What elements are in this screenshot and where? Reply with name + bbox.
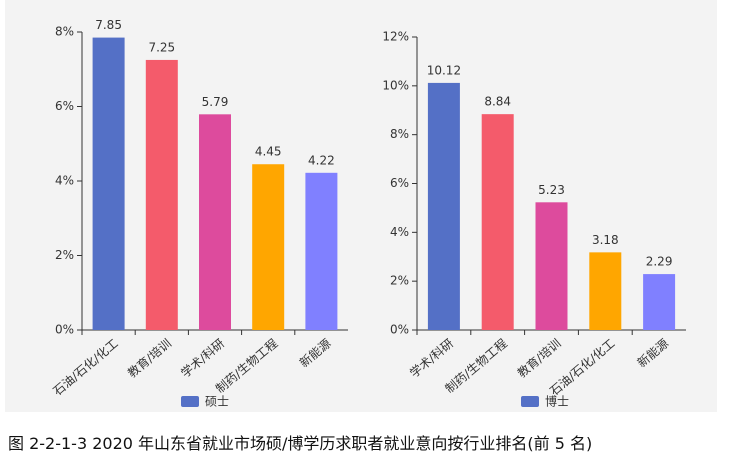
value-label: 5.23 bbox=[538, 183, 565, 197]
value-label: 10.12 bbox=[427, 63, 461, 77]
bar bbox=[145, 59, 178, 330]
bar bbox=[589, 252, 622, 330]
y-tick-label: 0% bbox=[390, 323, 409, 337]
y-tick-label: 2% bbox=[390, 274, 409, 288]
bar bbox=[481, 114, 514, 330]
value-label: 7.85 bbox=[95, 18, 122, 32]
value-label: 5.79 bbox=[202, 95, 229, 109]
legend-label: 硕士 bbox=[205, 395, 229, 409]
legend-swatch bbox=[181, 396, 199, 407]
y-tick-label: 6% bbox=[390, 176, 409, 190]
value-label: 7.25 bbox=[148, 40, 175, 54]
bar bbox=[535, 202, 568, 330]
y-tick-label: 12% bbox=[382, 30, 409, 44]
y-tick-label: 0% bbox=[55, 323, 74, 337]
chart: 0%2%4%6%8% 7.85石油/石化/化工7.25教育/培训5.79学术/科研… bbox=[5, 0, 717, 412]
bar bbox=[305, 172, 338, 330]
bar bbox=[643, 274, 676, 330]
y-tick-label: 2% bbox=[55, 248, 74, 262]
y-tick-label: 4% bbox=[55, 174, 74, 188]
y-tick-label: 8% bbox=[55, 25, 74, 39]
y-tick-label: 6% bbox=[55, 99, 74, 113]
legend-label: 博士 bbox=[545, 394, 569, 409]
bar bbox=[252, 164, 285, 330]
bar bbox=[92, 37, 125, 331]
bar bbox=[199, 114, 231, 330]
value-label: 8.84 bbox=[484, 95, 511, 109]
legend-swatch bbox=[521, 396, 539, 407]
y-tick-label: 8% bbox=[390, 127, 409, 141]
value-label: 4.45 bbox=[255, 145, 282, 159]
value-label: 3.18 bbox=[592, 233, 619, 247]
caption: 图 2-2-1-3 2020 年山东省就业市场硕/博学历求职者就业意向按行业排名… bbox=[8, 434, 593, 453]
y-tick-label: 10% bbox=[382, 78, 409, 92]
value-label: 2.29 bbox=[646, 255, 673, 269]
y-tick-label: 4% bbox=[390, 225, 409, 239]
bar bbox=[427, 82, 460, 330]
value-label: 4.22 bbox=[308, 153, 335, 167]
